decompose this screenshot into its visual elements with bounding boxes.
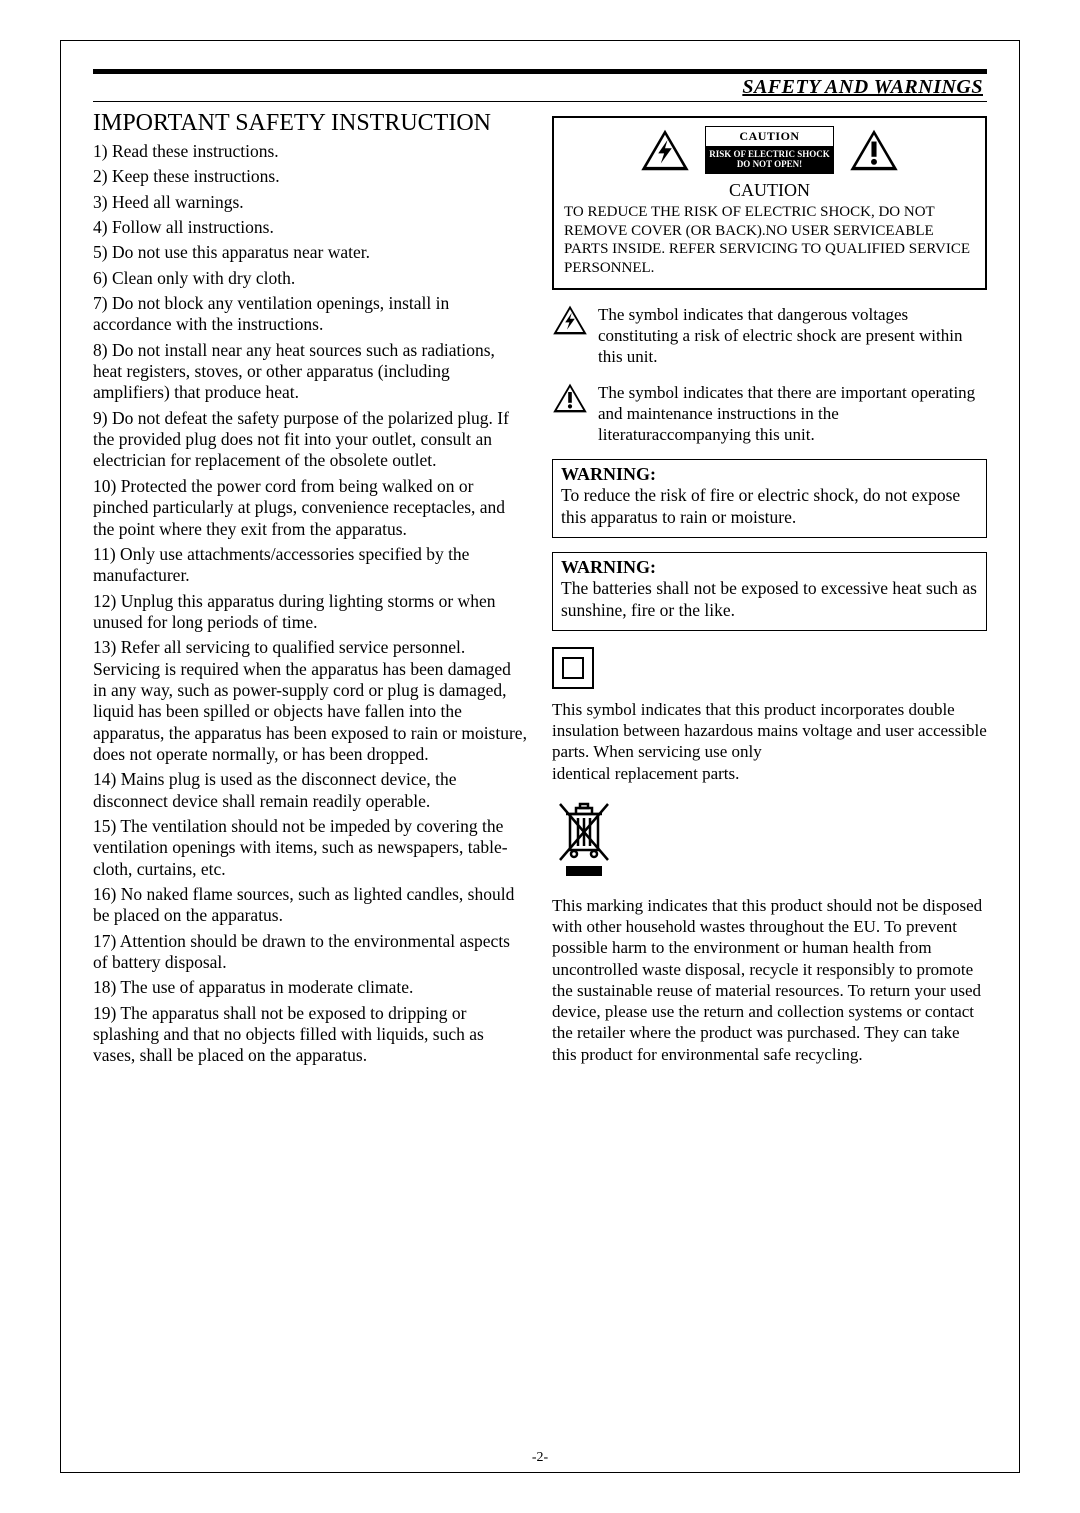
instruction-item: 1) Read these instructions. [93, 141, 528, 162]
instruction-item: 9) Do not defeat the safety purpose of t… [93, 408, 528, 472]
caution-plate-top: CAUTION [705, 126, 833, 147]
caution-body: TO REDUCE THE RISK OF ELECTRIC SHOCK, DO… [564, 203, 975, 278]
header-title: SAFETY AND WARNINGS [93, 69, 987, 102]
lightning-triangle-icon [552, 304, 588, 336]
instruction-item: 14) Mains plug is used as the disconnect… [93, 769, 528, 812]
weee-bin-icon [552, 796, 616, 880]
instruction-list: 1) Read these instructions. 2) Keep thes… [93, 141, 528, 1067]
warning-text: The batteries shall not be exposed to ex… [561, 578, 978, 622]
caution-box: CAUTION RISK OF ELECTRIC SHOCK DO NOT OP… [552, 116, 987, 290]
exclamation-triangle-icon [552, 382, 588, 414]
double-insulation-icon [552, 647, 594, 689]
section-title: IMPORTANT SAFETY INSTRUCTION [93, 110, 528, 137]
caution-icon-row: CAUTION RISK OF ELECTRIC SHOCK DO NOT OP… [564, 126, 975, 174]
instruction-item: 12) Unplug this apparatus during lightin… [93, 591, 528, 634]
instruction-item: 13) Refer all servicing to qualified ser… [93, 637, 528, 765]
lightning-triangle-icon [639, 128, 691, 172]
exclamation-symbol-row: The symbol indicates that there are impo… [552, 382, 987, 446]
warning-text: To reduce the risk of fire or electric s… [561, 485, 978, 529]
instruction-item: 8) Do not install near any heat sources … [93, 340, 528, 404]
bolt-symbol-row: The symbol indicates that dangerous volt… [552, 304, 987, 368]
instruction-item: 10) Protected the power cord from being … [93, 476, 528, 540]
instruction-item: 6) Clean only with dry cloth. [93, 268, 528, 289]
instruction-item: 18) The use of apparatus in moderate cli… [93, 977, 528, 998]
bolt-symbol-text: The symbol indicates that dangerous volt… [598, 304, 987, 368]
warning-box-2: WARNING: The batteries shall not be expo… [552, 552, 987, 631]
instruction-item: 19) The apparatus shall not be exposed t… [93, 1003, 528, 1067]
two-column-layout: IMPORTANT SAFETY INSTRUCTION 1) Read the… [93, 110, 987, 1067]
instruction-item: 5) Do not use this apparatus near water. [93, 242, 528, 263]
right-column: CAUTION RISK OF ELECTRIC SHOCK DO NOT OP… [552, 110, 987, 1067]
left-column: IMPORTANT SAFETY INSTRUCTION 1) Read the… [93, 110, 528, 1067]
warning-title: WARNING: [561, 557, 978, 578]
instruction-item: 15) The ventilation should not be impede… [93, 816, 528, 880]
instruction-item: 2) Keep these instructions. [93, 166, 528, 187]
caution-plate-bottom: RISK OF ELECTRIC SHOCK DO NOT OPEN! [705, 147, 833, 174]
page-frame: SAFETY AND WARNINGS IMPORTANT SAFETY INS… [60, 40, 1020, 1473]
caution-plate-line1: RISK OF ELECTRIC SHOCK [709, 149, 829, 159]
instruction-item: 16) No naked flame sources, such as ligh… [93, 884, 528, 927]
exclamation-symbol-text: The symbol indicates that there are impo… [598, 382, 987, 446]
double-insulation-inner [562, 657, 584, 679]
double-insulation-text: This symbol indicates that this product … [552, 699, 987, 784]
caution-plate-line2: DO NOT OPEN! [737, 159, 802, 169]
instruction-item: 17) Attention should be drawn to the env… [93, 931, 528, 974]
instruction-item: 7) Do not block any ventilation openings… [93, 293, 528, 336]
caution-plate: CAUTION RISK OF ELECTRIC SHOCK DO NOT OP… [705, 126, 833, 174]
instruction-item: 3) Heed all warnings. [93, 192, 528, 213]
page-number: -2- [532, 1450, 548, 1466]
warning-title: WARNING: [561, 464, 978, 485]
instruction-item: 11) Only use attachments/accessories spe… [93, 544, 528, 587]
caution-heading: CAUTION [564, 180, 975, 201]
weee-text: This marking indicates that this product… [552, 895, 987, 1065]
warning-box-1: WARNING: To reduce the risk of fire or e… [552, 459, 987, 538]
instruction-item: 4) Follow all instructions. [93, 217, 528, 238]
exclamation-triangle-icon [848, 128, 900, 172]
